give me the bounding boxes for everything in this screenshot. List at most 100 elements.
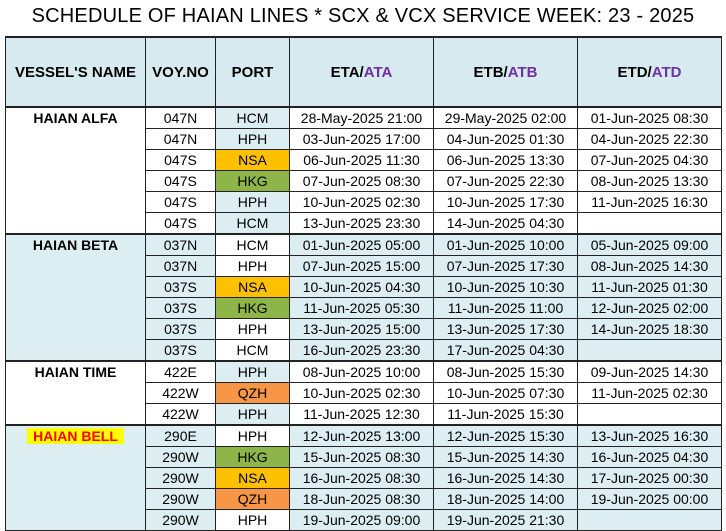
- port-code: HCM: [215, 106, 290, 129]
- etb-cell: 14-Jun-2025 04:30: [433, 212, 578, 235]
- etb-cell: 10-Jun-2025 07:30: [433, 382, 578, 404]
- etb-cell: 11-Jun-2025 15:30: [433, 403, 578, 426]
- port-code: HPH: [215, 424, 290, 447]
- port-code: QZH: [215, 488, 290, 510]
- port-code: HPH: [215, 255, 290, 277]
- schedule-body: HAIAN ALFA 047N HCM 28-May-2025 21:00 29-May…: [5, 106, 722, 531]
- eta-cell: 12-Jun-2025 13:00: [289, 424, 434, 447]
- header-atb: ATB: [507, 63, 538, 81]
- table-row: 422W HPH 11-Jun-2025 12:30 11-Jun-2025 15:3…: [6, 403, 722, 426]
- header-port: PORT: [215, 36, 290, 108]
- etd-cell: 09-Jun-2025 14:30: [577, 360, 722, 383]
- etd-cell: 11-Jun-2025 16:30: [577, 191, 722, 213]
- etd-cell: 07-Jun-2025 04:30: [577, 149, 722, 171]
- eta-cell: 10-Jun-2025 02:30: [289, 191, 434, 213]
- etd-cell: 08-Jun-2025 14:30: [577, 255, 722, 277]
- etb-cell: 08-Jun-2025 15:30: [433, 360, 578, 383]
- voyage-number: 290E: [145, 424, 216, 447]
- table-row: 047S HPH 10-Jun-2025 02:30 10-Jun-2025 17:3…: [6, 191, 722, 213]
- etb-cell: 06-Jun-2025 13:30: [433, 149, 578, 171]
- table-row: HAIAN BELL 290E HPH 12-Jun-2025 13:00 12-Jun…: [5, 424, 722, 531]
- eta-cell: 06-Jun-2025 11:30: [289, 149, 434, 171]
- etd-cell: 11-Jun-2025 02:30: [577, 382, 722, 404]
- header-etd: ETD/: [617, 63, 652, 81]
- etd-cell: [577, 403, 722, 426]
- etd-cell: 11-Jun-2025 01:30: [577, 276, 722, 298]
- eta-cell: 08-Jun-2025 10:00: [289, 360, 434, 383]
- eta-cell: 01-Jun-2025 05:00: [289, 233, 434, 256]
- port-code: HKG: [215, 297, 290, 319]
- voyage-number: 047S: [145, 191, 216, 213]
- eta-cell: 10-Jun-2025 04:30: [289, 276, 434, 298]
- eta-cell: 19-Jun-2025 09:00: [289, 509, 434, 531]
- eta-cell: 11-Jun-2025 05:30: [289, 297, 434, 319]
- table-row: 047N HPH 03-Jun-2025 17:00 04-Jun-2025 01:3…: [6, 128, 722, 150]
- header-etb-atb: ETB/ATB: [433, 36, 578, 108]
- port-code: HPH: [215, 191, 290, 213]
- voyage-number: 047S: [145, 170, 216, 192]
- etb-cell: 01-Jun-2025 10:00: [433, 233, 578, 256]
- etd-cell: 14-Jun-2025 18:30: [577, 318, 722, 340]
- eta-cell: 10-Jun-2025 02:30: [289, 382, 434, 404]
- etd-cell: 04-Jun-2025 22:30: [577, 128, 722, 150]
- header-ata: ATA: [363, 63, 393, 81]
- eta-cell: 28-May-2025 21:00: [289, 106, 434, 129]
- port-code: HCM: [215, 339, 290, 362]
- page-title: SCHEDULE OF HAIAN LINES * SCX & VCX SERV…: [31, 5, 695, 27]
- vessel-name: HAIAN BETA: [32, 237, 119, 253]
- voyage-number: 037S: [145, 297, 216, 319]
- voyage-number: 047S: [145, 149, 216, 171]
- port-code: HPH: [215, 509, 290, 531]
- voyage-number: 422W: [145, 382, 216, 404]
- etd-cell: 16-Jun-2025 04:30: [577, 446, 722, 468]
- vessel-name-cell: HAIAN TIME: [5, 360, 146, 426]
- eta-cell: 16-Jun-2025 23:30: [289, 339, 434, 362]
- etd-cell: 05-Jun-2025 09:00: [577, 233, 722, 256]
- port-code: HPH: [215, 128, 290, 150]
- header-etb: ETB/: [473, 63, 508, 81]
- port-code: HPH: [215, 318, 290, 340]
- port-code: NSA: [215, 276, 290, 298]
- port-code: HCM: [215, 233, 290, 256]
- header-row: VESSEL'S NAME VOY.NO PORT ETA/ATA ETB/AT…: [5, 36, 722, 108]
- port-code: QZH: [215, 382, 290, 404]
- etb-cell: 17-Jun-2025 04:30: [433, 339, 578, 362]
- header-vessel-name: VESSEL'S NAME: [5, 36, 146, 108]
- etb-cell: 10-Jun-2025 10:30: [433, 276, 578, 298]
- port-code: NSA: [215, 467, 290, 489]
- table-row: 047S HKG 07-Jun-2025 08:30 07-Jun-2025 22:3…: [6, 170, 722, 192]
- etb-cell: 15-Jun-2025 14:30: [433, 446, 578, 468]
- etb-cell: 16-Jun-2025 14:30: [433, 467, 578, 489]
- port-code: HKG: [215, 446, 290, 468]
- etd-cell: 19-Jun-2025 00:00: [577, 488, 722, 510]
- etb-cell: 13-Jun-2025 17:30: [433, 318, 578, 340]
- etd-cell: 13-Jun-2025 16:30: [577, 424, 722, 447]
- table-row: 290W HKG 15-Jun-2025 08:30 15-Jun-2025 14:3…: [6, 446, 722, 468]
- port-code: NSA: [215, 149, 290, 171]
- table-row: 037N HPH 07-Jun-2025 15:00 07-Jun-2025 17:3…: [6, 255, 722, 277]
- etb-cell: 18-Jun-2025 14:00: [433, 488, 578, 510]
- eta-cell: 18-Jun-2025 08:30: [289, 488, 434, 510]
- eta-cell: 13-Jun-2025 15:00: [289, 318, 434, 340]
- voyage-number: 037S: [145, 318, 216, 340]
- etd-cell: 08-Jun-2025 13:30: [577, 170, 722, 192]
- table-row: HAIAN BETA 037N HCM 01-Jun-2025 05:00 01-Jun…: [5, 233, 722, 362]
- voyage-number: 047N: [145, 106, 216, 129]
- vessel-name: HAIAN ALFA: [33, 110, 118, 126]
- voyage-number: 290W: [145, 488, 216, 510]
- eta-cell: 07-Jun-2025 08:30: [289, 170, 434, 192]
- etb-cell: 07-Jun-2025 17:30: [433, 255, 578, 277]
- port-code: HPH: [215, 360, 290, 383]
- voyage-number: 290W: [145, 509, 216, 531]
- eta-cell: 11-Jun-2025 12:30: [289, 403, 434, 426]
- etb-cell: 10-Jun-2025 17:30: [433, 191, 578, 213]
- table-row: 290W NSA 16-Jun-2025 08:30 16-Jun-2025 14:3…: [6, 467, 722, 489]
- voyage-number: 037N: [145, 233, 216, 256]
- header-etd-atd: ETD/ATD: [577, 36, 722, 108]
- voyage-number: 290W: [145, 446, 216, 468]
- etd-cell: 01-Jun-2025 08:30: [577, 106, 722, 129]
- eta-cell: 16-Jun-2025 08:30: [289, 467, 434, 489]
- voyage-number: 037N: [145, 255, 216, 277]
- voyage-number: 037S: [145, 276, 216, 298]
- voyage-number: 422W: [145, 403, 216, 426]
